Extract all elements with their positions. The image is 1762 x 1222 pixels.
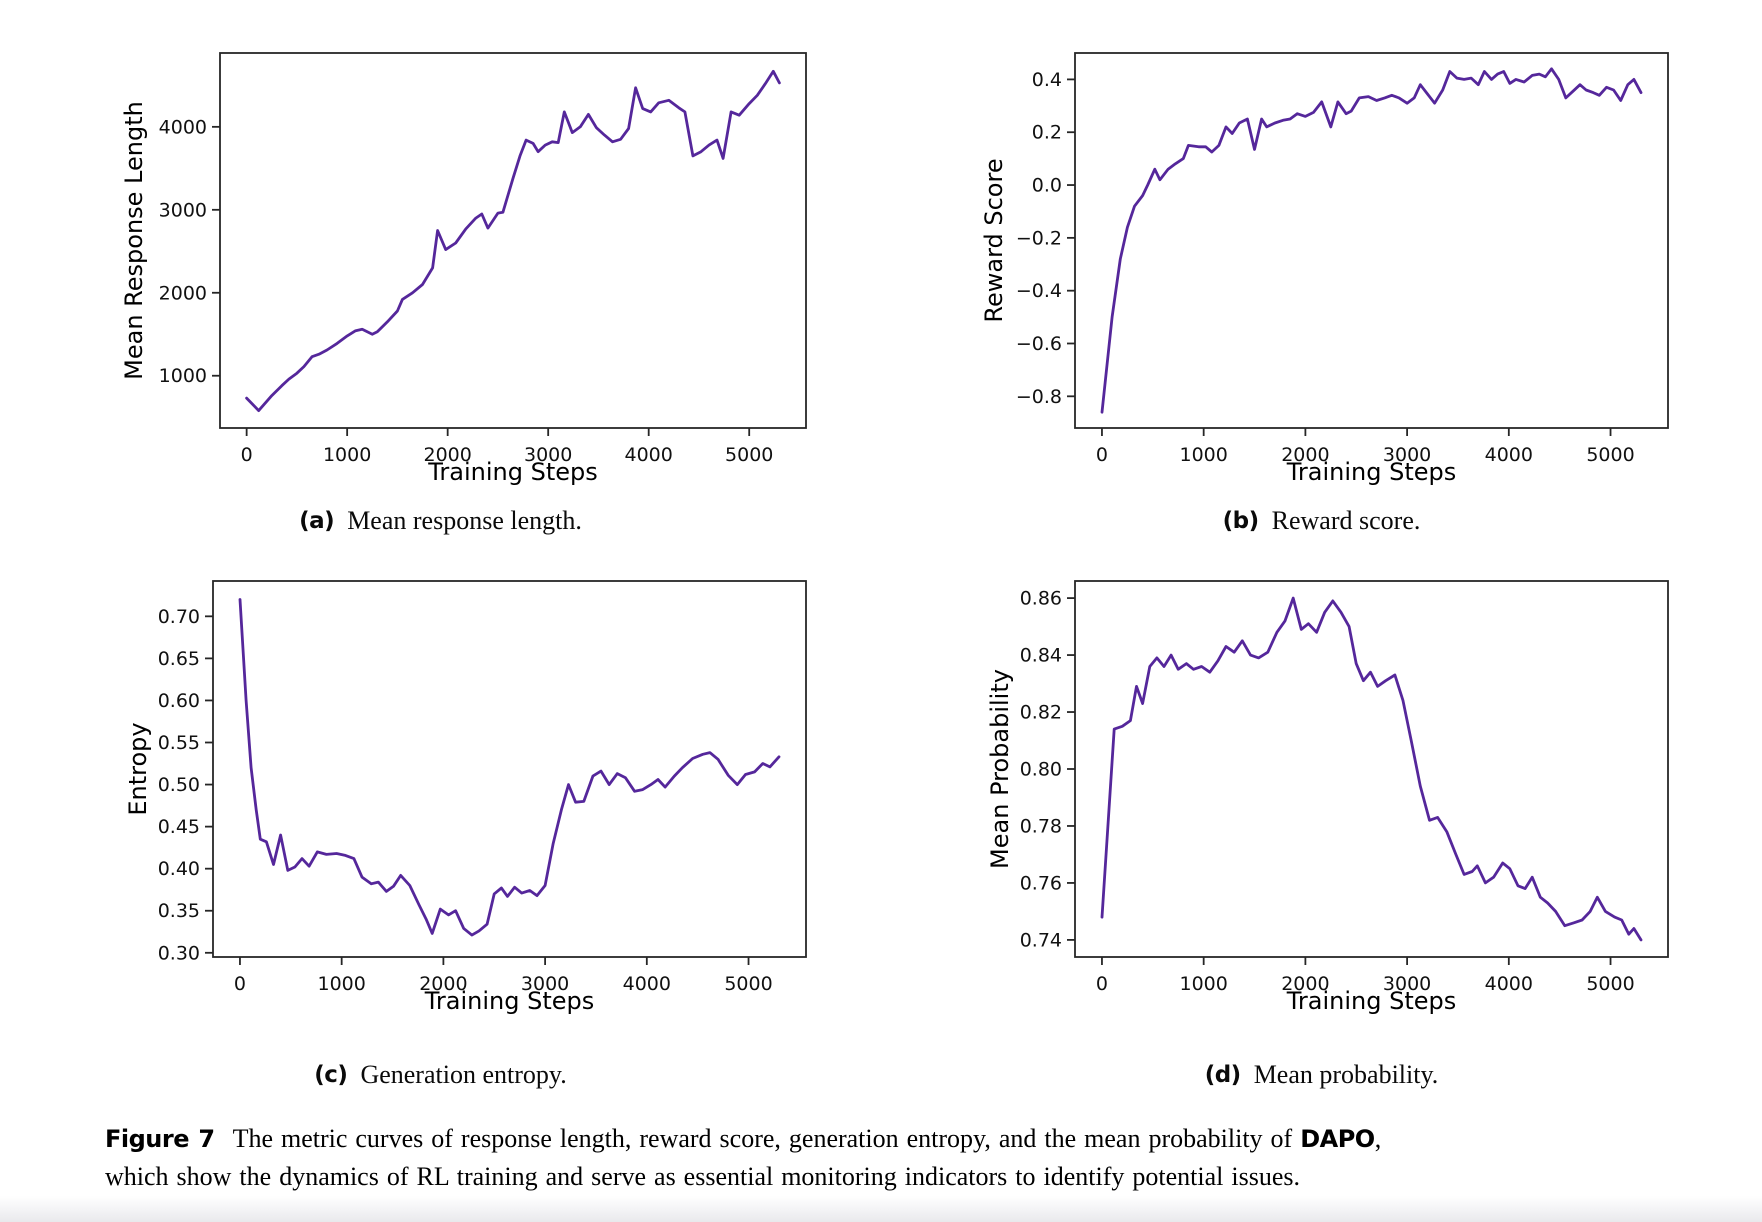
svg-text:0.4: 0.4 [1032, 69, 1062, 91]
generation-entropy-chart: 0 1000 2000 3000 4000 5000 0.30 0.35 0.40 0.45 0.5… [124, 580, 807, 1015]
svg-text:0.40: 0.40 [158, 858, 200, 880]
page-bottom-edge [0, 1196, 1762, 1222]
svg-text:−0.2: −0.2 [1016, 227, 1062, 249]
svg-text:5000: 5000 [1586, 973, 1634, 995]
svg-text:0.50: 0.50 [158, 774, 200, 796]
svg-text:1000: 1000 [159, 365, 207, 387]
svg-text:3000: 3000 [521, 973, 569, 995]
svg-text:3000: 3000 [1383, 444, 1431, 466]
svg-text:3000: 3000 [524, 444, 572, 466]
svg-text:4000: 4000 [159, 116, 207, 138]
subcaption-c-tag: (c) [314, 1062, 348, 1088]
svg-text:0: 0 [241, 444, 253, 466]
subcaption-b-text: Reward score. [1271, 506, 1421, 535]
svg-text:Mean Probability: Mean Probability [986, 669, 1014, 869]
svg-text:Reward Score: Reward Score [980, 158, 1008, 322]
figure-caption-line1-tail: , [1374, 1124, 1382, 1153]
subcaption-d-tag: (d) [1204, 1062, 1242, 1088]
svg-text:0.84: 0.84 [1020, 645, 1062, 667]
svg-text:Training Steps: Training Steps [1286, 987, 1456, 1015]
charts-grid: 0 1000 2000 3000 4000 5000 1000 2000 3000 4000 Tra… [0, 0, 1762, 1108]
subcaption-b: (b) Reward score. [881, 485, 1762, 557]
subcaption-c: (c) Generation entropy. [0, 1042, 881, 1108]
svg-text:Training Steps: Training Steps [427, 458, 597, 485]
svg-text:2000: 2000 [1281, 973, 1329, 995]
svg-text:0.0: 0.0 [1032, 175, 1062, 197]
svg-text:Training Steps: Training Steps [1286, 458, 1456, 485]
svg-text:4000: 4000 [623, 973, 671, 995]
reward-score-chart: 0 1000 2000 3000 4000 5000 −0.8 −0.6 −0.4 −0.2 0.0… [980, 52, 1669, 485]
svg-text:4000: 4000 [1485, 973, 1533, 995]
svg-text:−0.6: −0.6 [1016, 333, 1062, 355]
svg-text:5000: 5000 [725, 444, 773, 466]
subcaption-b-tag: (b) [1222, 508, 1260, 534]
svg-text:2000: 2000 [423, 444, 471, 466]
panel-entropy: 0 1000 2000 3000 4000 5000 0.30 0.35 0.40 0.45 0.5… [0, 557, 881, 1108]
svg-text:0.30: 0.30 [158, 942, 200, 964]
svg-text:0.65: 0.65 [158, 648, 200, 670]
svg-text:Mean Response Length: Mean Response Length [120, 101, 148, 380]
figure-caption-label: Figure 7 [105, 1125, 215, 1153]
svg-text:1000: 1000 [1179, 973, 1227, 995]
svg-text:−0.4: −0.4 [1016, 280, 1062, 302]
subcaption-d-text: Mean probability. [1253, 1060, 1439, 1089]
svg-text:1000: 1000 [323, 444, 371, 466]
svg-text:2000: 2000 [159, 282, 207, 304]
svg-text:−0.8: −0.8 [1016, 386, 1062, 408]
subcaption-c-text: Generation entropy. [360, 1060, 567, 1089]
mean-probability-chart: 0 1000 2000 3000 4000 5000 0.74 0.76 0.78 0.80 0.8… [986, 580, 1669, 1015]
svg-text:Entropy: Entropy [124, 722, 152, 815]
svg-text:0.45: 0.45 [158, 816, 200, 838]
panel-mean-response-length: 0 1000 2000 3000 4000 5000 1000 2000 3000 4000 Tra… [0, 0, 881, 557]
figure-caption-dapo: DAPO [1300, 1125, 1375, 1153]
svg-text:5000: 5000 [724, 973, 772, 995]
svg-text:0: 0 [1096, 444, 1108, 466]
svg-text:0.35: 0.35 [158, 900, 200, 922]
svg-text:0.78: 0.78 [1020, 815, 1062, 837]
svg-text:0.74: 0.74 [1020, 929, 1062, 951]
svg-text:1000: 1000 [1179, 444, 1227, 466]
svg-text:0.76: 0.76 [1020, 872, 1062, 894]
subcaption-a: (a) Mean response length. [0, 485, 881, 557]
svg-text:Training Steps: Training Steps [424, 987, 594, 1015]
svg-text:4000: 4000 [1485, 444, 1533, 466]
svg-text:1000: 1000 [317, 973, 365, 995]
svg-text:0.70: 0.70 [158, 606, 200, 628]
figure-caption-line2: which show the dynamics of RL training a… [105, 1162, 1300, 1191]
svg-text:0.82: 0.82 [1020, 702, 1062, 724]
svg-text:5000: 5000 [1586, 444, 1634, 466]
svg-text:4000: 4000 [625, 444, 673, 466]
svg-text:0.86: 0.86 [1020, 588, 1062, 610]
svg-text:0.55: 0.55 [158, 732, 200, 754]
subcaption-d: (d) Mean probability. [881, 1042, 1762, 1108]
svg-text:3000: 3000 [1383, 973, 1431, 995]
svg-text:2000: 2000 [1281, 444, 1329, 466]
svg-text:3000: 3000 [159, 199, 207, 221]
panel-reward-score: 0 1000 2000 3000 4000 5000 −0.8 −0.6 −0.4 −0.2 0.0… [881, 0, 1762, 557]
svg-text:0.2: 0.2 [1032, 122, 1062, 144]
mean-response-length-chart: 0 1000 2000 3000 4000 5000 1000 2000 3000 4000 Tra… [120, 52, 807, 485]
subcaption-a-tag: (a) [299, 508, 335, 534]
svg-text:0.80: 0.80 [1020, 759, 1062, 781]
subcaption-a-text: Mean response length. [347, 506, 582, 535]
svg-text:0.60: 0.60 [158, 690, 200, 712]
panel-mean-probability: 0 1000 2000 3000 4000 5000 0.74 0.76 0.78 0.80 0.8… [881, 557, 1762, 1108]
figure-caption-line1: The metric curves of response length, re… [232, 1124, 1301, 1153]
figure-caption: Figure 7 The metric curves of response le… [105, 1120, 1662, 1196]
svg-text:0: 0 [1096, 973, 1108, 995]
svg-text:0: 0 [234, 973, 246, 995]
svg-text:2000: 2000 [419, 973, 467, 995]
